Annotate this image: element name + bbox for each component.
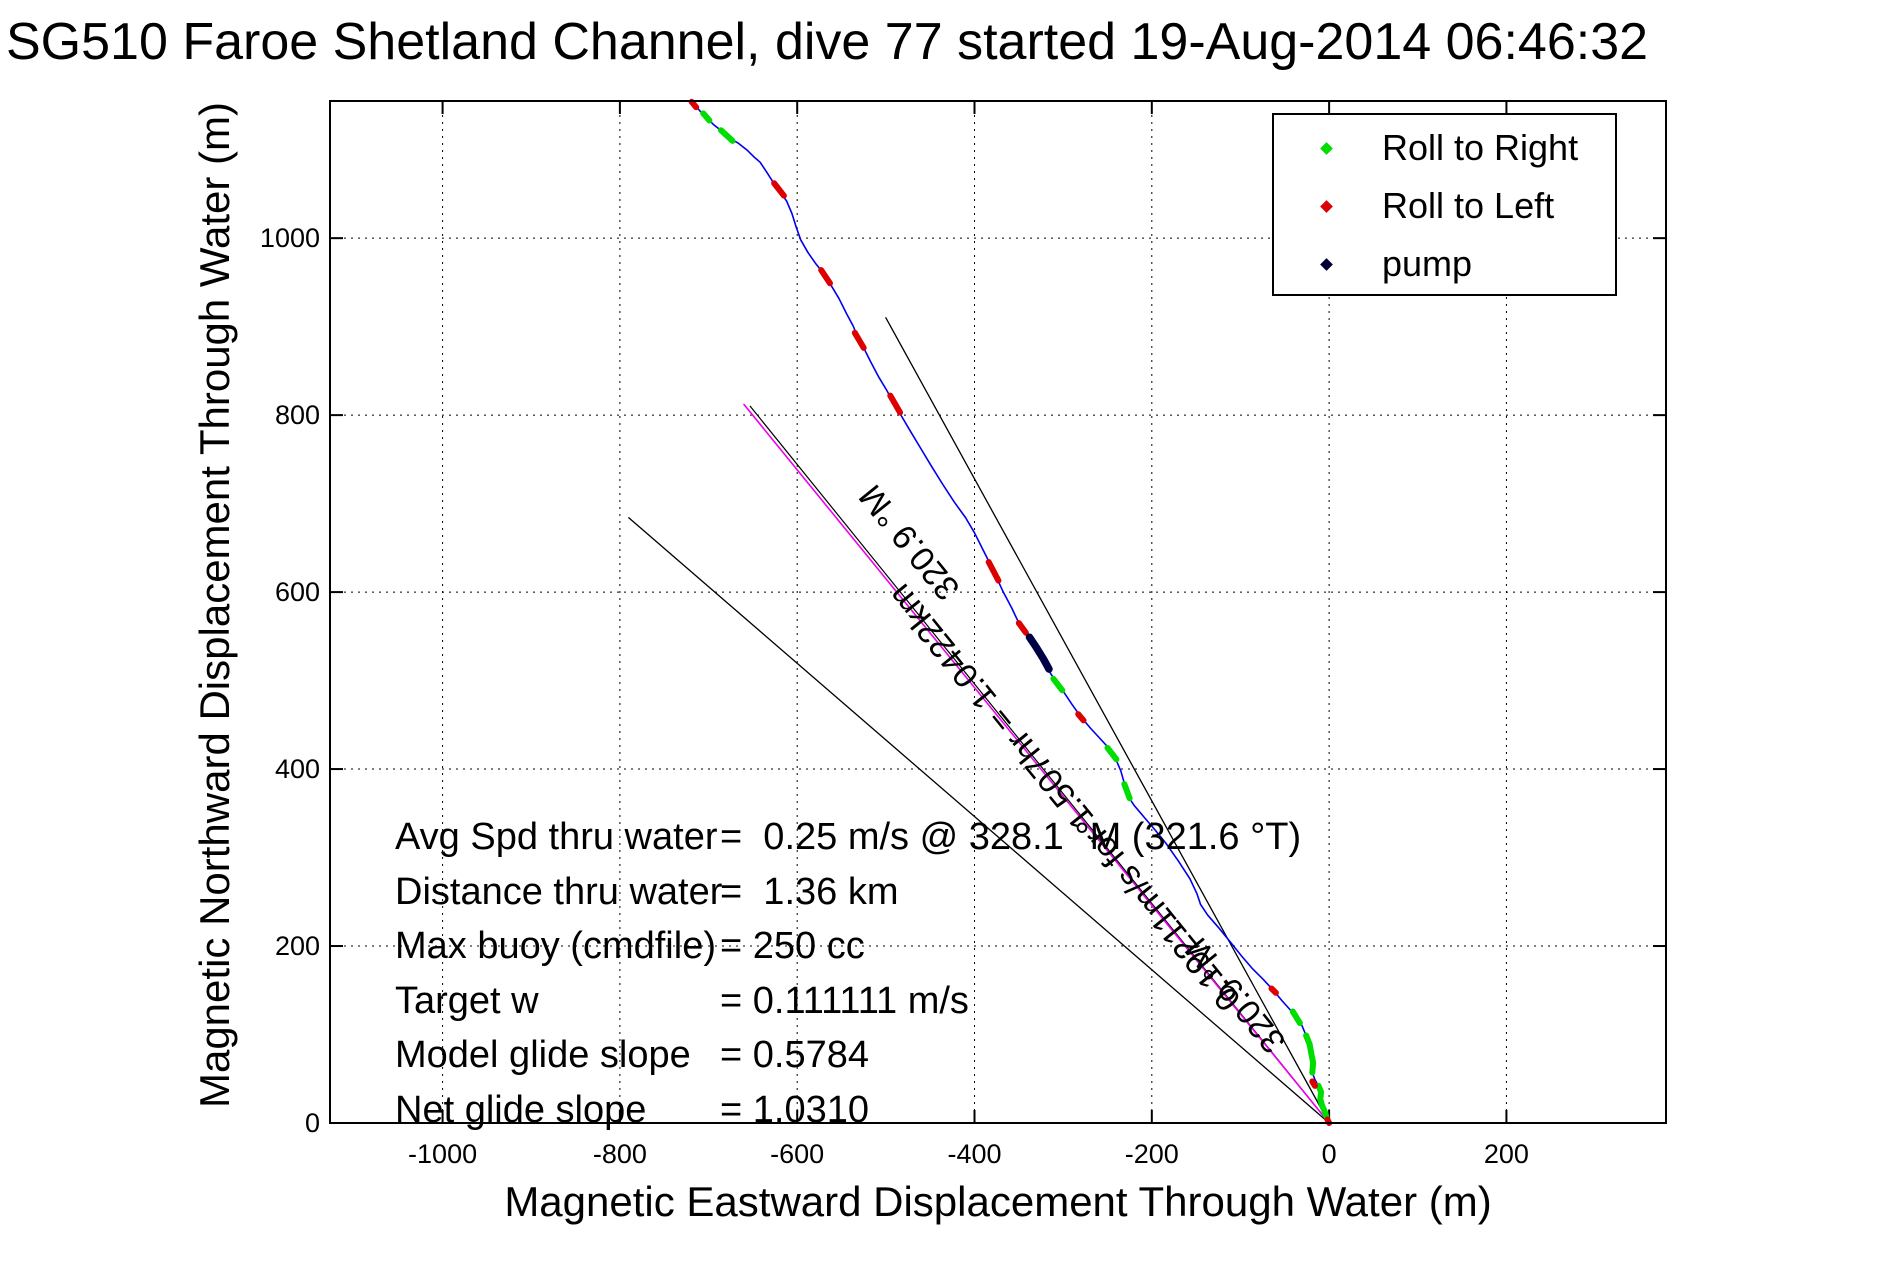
plot-border: [329, 100, 1667, 1124]
y-tick-label: 200: [274, 931, 320, 962]
legend-label: pump: [1382, 243, 1473, 284]
series-fan-line-left: [628, 517, 1330, 1124]
stat-value: = 250 cc: [720, 925, 865, 968]
stat-row: Avg Spd thru water= 0.25 m/s @ 328.1 °M …: [395, 810, 1301, 865]
x-tick-label: -800: [592, 1139, 647, 1169]
series-roll-to-left: [688, 98, 700, 111]
legend: Roll to Right Roll to Left pump: [1272, 113, 1617, 296]
series-roll-to-left: [1309, 1078, 1318, 1089]
stat-row: Max buoy (cmdfile) = 250 cc: [395, 919, 1301, 974]
x-tick-label: -600: [770, 1139, 825, 1169]
x-tick-label: 0: [1321, 1139, 1337, 1169]
series-roll-to-left: [887, 392, 904, 416]
y-tick-label: 400: [274, 754, 320, 785]
series-roll-to-left: [1075, 711, 1087, 724]
x-tick-label: -1000: [408, 1139, 478, 1169]
series-roll-to-right: [1050, 675, 1066, 694]
stat-label: Model glide slope: [395, 1034, 691, 1077]
stat-value: = 1.36 km: [720, 870, 899, 913]
series-pump: [1025, 633, 1053, 673]
x-tick-label: -400: [947, 1139, 1002, 1169]
stat-value: = 0.5784: [720, 1034, 869, 1077]
stat-label: Target w: [395, 979, 539, 1022]
series-roll-to-left: [771, 180, 787, 199]
series-bearing-line: [743, 403, 1330, 1124]
stat-label: Avg Spd thru water: [395, 816, 718, 858]
series-roll-to-left: [851, 329, 867, 351]
series-roll-to-right: [1315, 1082, 1330, 1120]
series-roll-to-right: [1303, 1032, 1317, 1076]
legend-label: Roll to Right: [1382, 127, 1579, 168]
y-tick-label: 600: [274, 577, 320, 608]
series-roll-to-right: [717, 127, 736, 144]
legend-entry: Roll to Right: [1274, 119, 1615, 177]
stat-row: Distance thru water= 1.36 km: [395, 865, 1301, 920]
series-roll-to-right: [1121, 781, 1133, 802]
stat-row: Net glide slope = 1.0310: [395, 1083, 1301, 1138]
series-roll-to-left: [985, 559, 1002, 584]
chart-title: SG510 Faroe Shetland Channel, dive 77 st…: [6, 13, 1649, 71]
legend-marker-icon: [1320, 141, 1333, 155]
stat-label: Net glide slope: [395, 1088, 647, 1131]
y-tick-label: 1000: [259, 223, 320, 254]
series-roll-to-left: [1015, 620, 1029, 636]
stat-value: = 0.25 m/s @ 328.1 °M (321.6 °T): [720, 816, 1302, 858]
legend-entry: pump: [1274, 235, 1615, 293]
stats-block: Avg Spd thru water= 0.25 m/s @ 328.1 °M …: [395, 810, 1301, 1138]
x-tick-label: 200: [1483, 1139, 1529, 1169]
series-roll-to-right: [700, 110, 713, 124]
stat-value: = 0.111111 m/s: [720, 979, 969, 1022]
y-tick-label: 0: [304, 1108, 320, 1138]
series-fan-line-right: [885, 317, 1330, 1124]
series-roll-to-left: [818, 267, 834, 287]
legend-label: Roll to Left: [1382, 185, 1555, 226]
legend-marker-icon: [1320, 199, 1333, 213]
series-roll-to-right: [1104, 744, 1120, 763]
legend-marker-icon: [1320, 257, 1333, 271]
stat-row: Model glide slope = 0.5784: [395, 1028, 1301, 1083]
legend-entry: Roll to Left: [1274, 177, 1615, 235]
stat-label: Distance thru water: [395, 870, 723, 913]
x-tick-label: -200: [1124, 1139, 1179, 1169]
y-tick-label: 800: [274, 400, 320, 431]
stat-label: Max buoy (cmdfile): [395, 925, 716, 968]
series-roll-to-right: [1289, 1008, 1303, 1027]
stat-row: Target w = 0.111111 m/s: [395, 974, 1301, 1029]
series-roll-to-left: [1268, 985, 1279, 996]
x-axis-label: Magnetic Eastward Displacement Through W…: [504, 1178, 1492, 1225]
stat-value: = 1.0310: [720, 1088, 869, 1131]
